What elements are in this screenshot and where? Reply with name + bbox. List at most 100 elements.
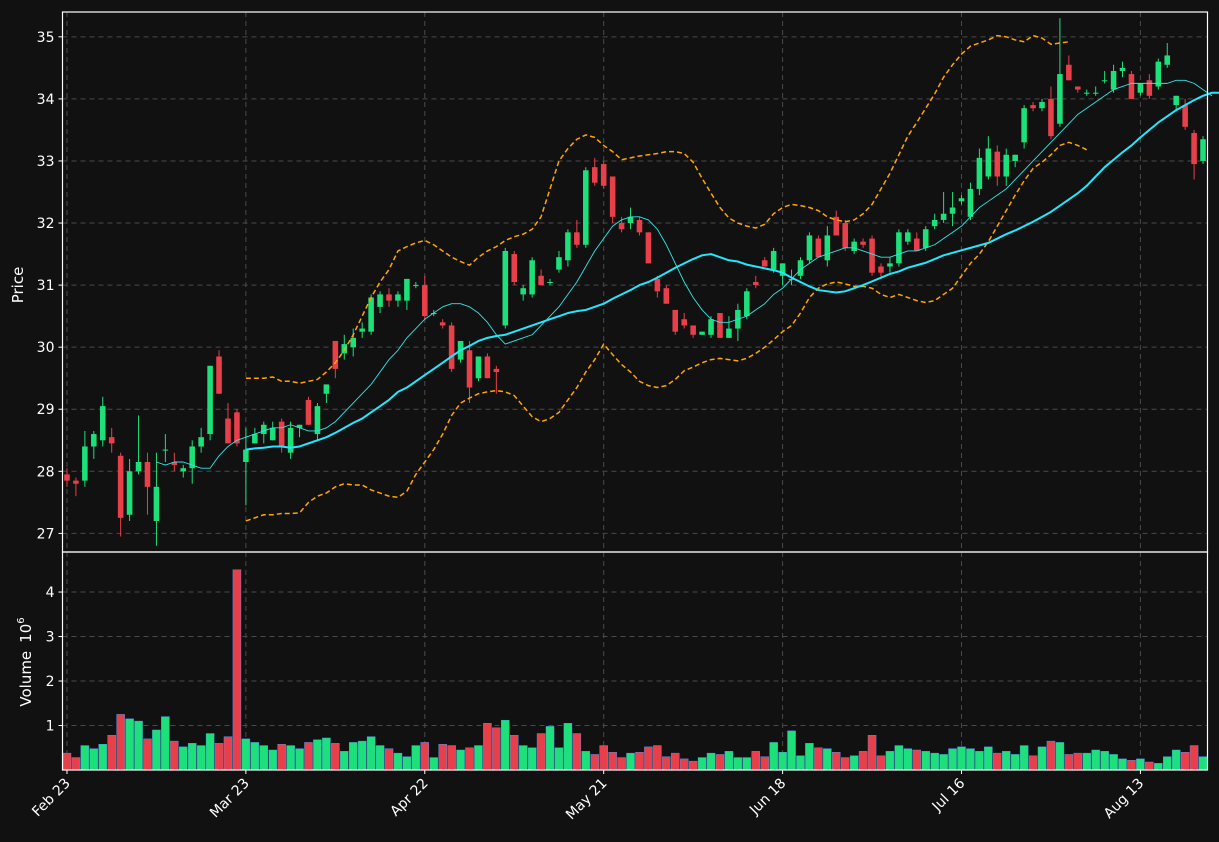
- volume-bar-up: [313, 739, 322, 771]
- volume-bar-down: [304, 742, 313, 771]
- volume-tick-label: 2: [46, 674, 55, 690]
- volume-bar-up: [1010, 754, 1020, 771]
- volume-bar-up: [259, 745, 268, 771]
- volume-bar-down: [536, 733, 546, 771]
- bollinger-upper-band: [245, 34, 1069, 384]
- candle-up: [529, 260, 535, 295]
- candle-up: [475, 356, 482, 379]
- volume-bar-up: [98, 743, 107, 771]
- volume-bar-up: [1154, 763, 1163, 771]
- volume-bar-up: [125, 718, 134, 771]
- candle-up: [1110, 70, 1117, 90]
- candle-up: [931, 219, 938, 227]
- candle-down: [466, 350, 473, 388]
- candle-up: [520, 288, 526, 295]
- volume-bar-up: [626, 752, 635, 771]
- volume-bar-up: [930, 752, 939, 771]
- volume-bar-down: [1064, 754, 1074, 771]
- volume-bar-down: [510, 735, 519, 771]
- price-tick-label: 34: [37, 92, 55, 108]
- volume-bar-up: [429, 757, 438, 771]
- candle-down: [860, 241, 866, 245]
- candle-down: [144, 462, 151, 487]
- volume-unit-exponent: 6: [16, 617, 27, 623]
- volume-bar-up: [527, 747, 537, 771]
- candle-up: [744, 291, 750, 317]
- candle-up: [1137, 83, 1144, 93]
- candle-down: [1048, 98, 1054, 137]
- volume-bar-up: [1002, 751, 1011, 771]
- candle-up: [1057, 74, 1063, 124]
- candle-up: [976, 157, 983, 189]
- volume-bar-down: [993, 752, 1002, 771]
- candle-up: [153, 486, 160, 521]
- candle-up: [162, 449, 169, 451]
- candle-up: [627, 216, 634, 224]
- candle-down: [422, 285, 428, 317]
- candle-down: [842, 223, 848, 248]
- volume-bar-down: [688, 760, 698, 771]
- volume-bar-up: [975, 751, 984, 771]
- volume-panel: 1 2 3 4: [46, 551, 1209, 771]
- candle-down: [690, 325, 696, 335]
- candle-up: [806, 235, 813, 261]
- volume-bar-up: [1082, 752, 1091, 771]
- candle-up: [359, 328, 365, 332]
- candle-up: [1003, 154, 1010, 177]
- candle-up: [502, 250, 509, 326]
- volume-bar-up: [80, 745, 90, 771]
- volume-bar-down: [1073, 752, 1083, 771]
- bollinger-lower-band: [245, 141, 1088, 522]
- volume-bar-down: [331, 743, 340, 771]
- volume-bar-up: [563, 723, 573, 771]
- candle-up: [779, 263, 786, 276]
- price-tick-label: 29: [37, 402, 55, 418]
- candle-down: [234, 412, 240, 444]
- volume-bar-down: [662, 756, 671, 771]
- candle-down: [1128, 74, 1135, 99]
- volume-bar-up: [1055, 742, 1065, 771]
- candle-down: [216, 356, 222, 394]
- candle-up: [413, 285, 419, 287]
- price-tick-label: 28: [37, 464, 55, 480]
- volume-bar-up: [375, 745, 385, 771]
- candle-up: [395, 294, 401, 301]
- candle-up: [314, 406, 321, 435]
- volume-bar-up: [706, 752, 716, 771]
- volume-bar-down: [384, 748, 394, 771]
- volume-bar-up: [402, 756, 412, 771]
- volume-bar-down: [1046, 740, 1056, 771]
- volume-unit-base: 10: [17, 624, 35, 643]
- candle-down: [225, 418, 231, 444]
- price-tick-label: 27: [37, 526, 55, 542]
- candle-down: [663, 288, 670, 304]
- candle-down: [914, 238, 920, 251]
- volume-bar-down: [599, 745, 608, 771]
- candle-up: [1021, 108, 1027, 143]
- candle-up: [243, 449, 249, 462]
- volume-bar-down: [277, 743, 286, 771]
- price-tick-label: 32: [37, 216, 55, 232]
- volume-bar-up: [205, 733, 215, 771]
- volume-bar-down: [679, 758, 689, 771]
- candle-up: [967, 188, 974, 217]
- candle-down: [439, 322, 446, 326]
- volume-bar-down: [671, 752, 680, 771]
- candle-down: [1191, 133, 1197, 165]
- volume-bar-up: [187, 743, 197, 771]
- candle-down: [171, 462, 178, 466]
- candle-down: [1146, 80, 1153, 96]
- volume-bar-up: [1037, 746, 1047, 771]
- volume-bar-up: [474, 745, 483, 771]
- volume-bar-up: [778, 752, 787, 771]
- price-tick-label: 30: [37, 340, 55, 356]
- candle-down: [305, 399, 312, 425]
- volume-bar-up: [411, 745, 421, 771]
- volume-bar-up: [957, 746, 966, 771]
- volume-bar-up: [134, 720, 143, 771]
- volume-tick-label: 4: [46, 585, 55, 601]
- volume-bar-down: [617, 757, 626, 771]
- volume-bar-up: [322, 737, 331, 771]
